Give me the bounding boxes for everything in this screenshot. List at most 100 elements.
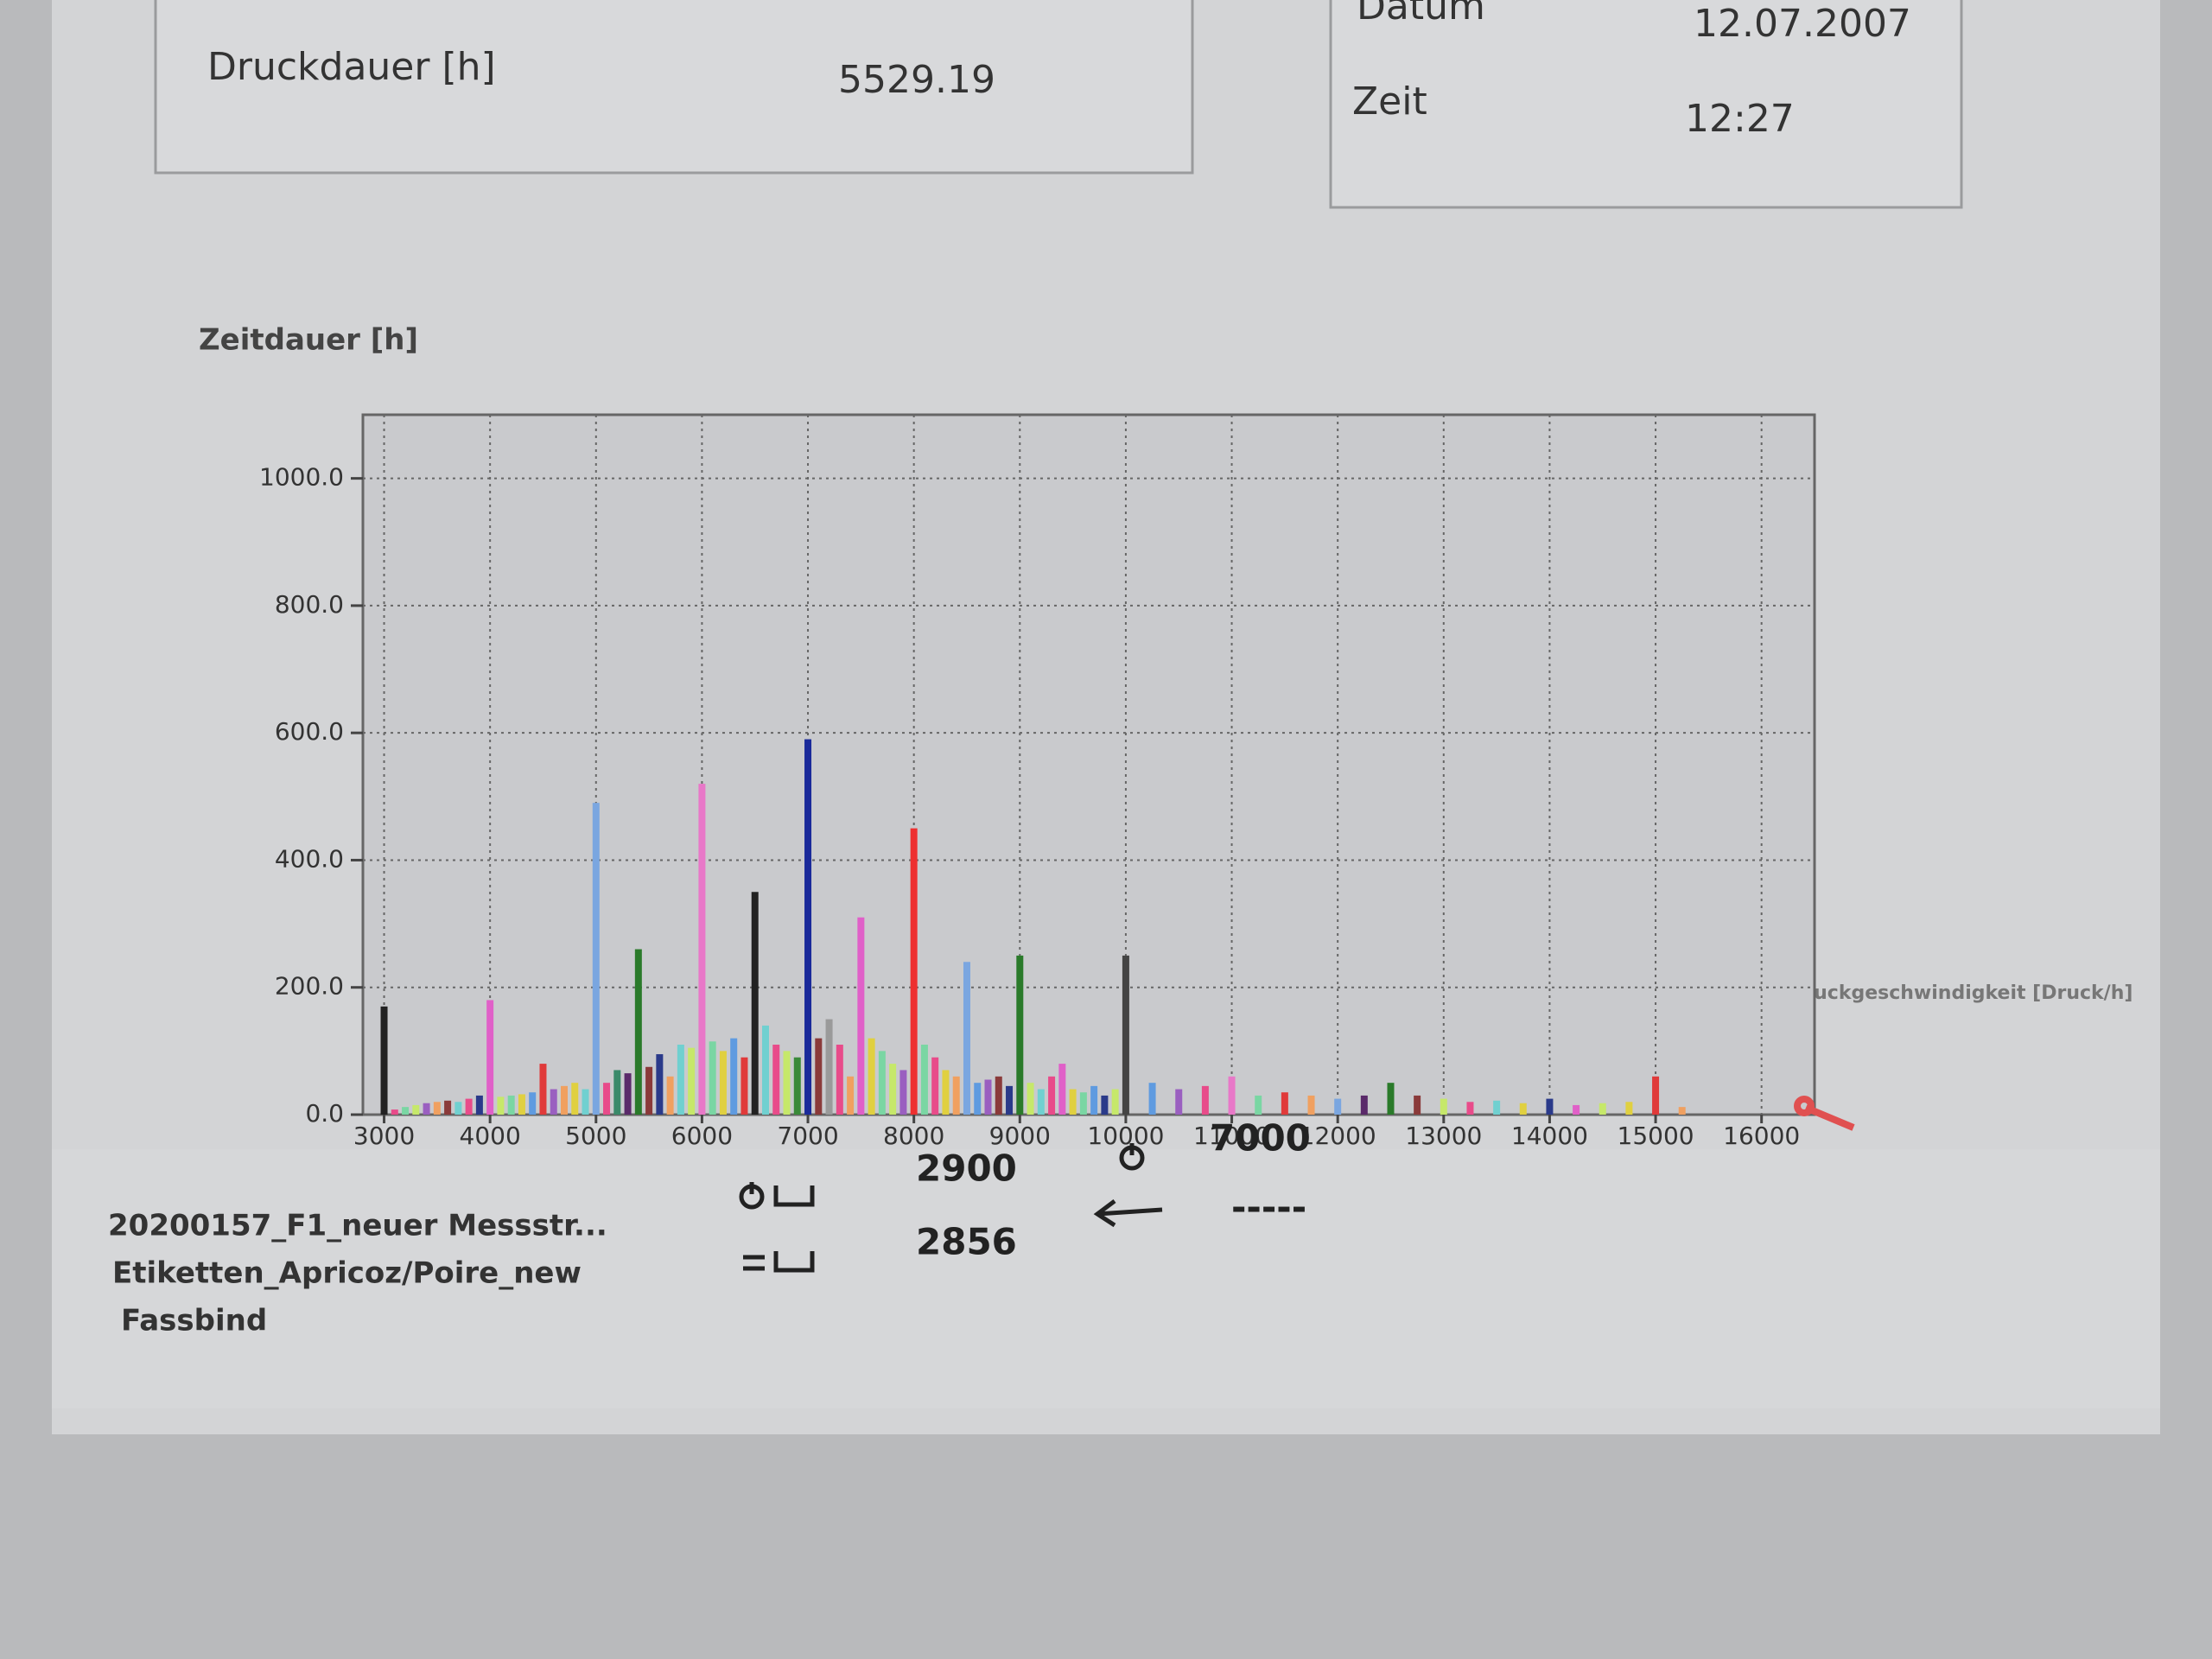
speed-value: 7000: [1210, 1117, 1311, 1160]
bar: [815, 1038, 823, 1115]
bar: [963, 962, 970, 1115]
bar: [1101, 1095, 1109, 1115]
icon-rate: [1093, 1199, 1163, 1228]
bar: [889, 1064, 897, 1115]
x-tick-label: 15000: [1618, 1122, 1694, 1150]
bar: [412, 1104, 420, 1115]
bar: [1440, 1098, 1447, 1115]
icon-counter-top: [739, 1182, 815, 1210]
bar: [550, 1089, 557, 1115]
bar: [1546, 1098, 1554, 1115]
bar: [910, 828, 918, 1115]
bar: [380, 1006, 388, 1115]
bar: [423, 1103, 430, 1115]
bar: [1122, 955, 1129, 1115]
y-tick-label: 0.0: [305, 1099, 344, 1128]
bar: [1599, 1103, 1606, 1115]
x-tick-label: 5000: [565, 1122, 626, 1150]
x-tick-label: 10000: [1087, 1122, 1164, 1150]
bar: [730, 1038, 738, 1115]
time-label: Zeit: [1352, 79, 1427, 124]
bar: [1111, 1089, 1119, 1115]
bar: [1016, 955, 1024, 1115]
bar: [688, 1047, 696, 1115]
bar: [391, 1109, 398, 1115]
x-tick-label: 12000: [1300, 1122, 1376, 1150]
bar: [518, 1094, 525, 1115]
bar: [1175, 1089, 1183, 1115]
bar: [454, 1102, 462, 1115]
x-tick-label: 3000: [353, 1122, 415, 1150]
time-value: 12:27: [1685, 97, 1795, 141]
bar: [984, 1079, 992, 1115]
rate-value: -----: [1231, 1186, 1306, 1229]
footer-bar: [52, 1149, 2160, 1408]
bar: [571, 1083, 579, 1115]
x-tick-label: 13000: [1405, 1122, 1482, 1150]
x-tick-label: 7000: [777, 1122, 838, 1150]
wrench-icon[interactable]: [1794, 1096, 1855, 1131]
bar: [847, 1076, 855, 1115]
icon-counter-bottom: [743, 1251, 815, 1273]
bar: [1228, 1076, 1236, 1115]
bar: [1281, 1092, 1288, 1115]
bar: [1069, 1089, 1077, 1115]
bar: [592, 803, 600, 1115]
x-tick-label: 9000: [989, 1122, 1051, 1150]
counter-bottom: 2856: [916, 1221, 1017, 1263]
bar: [1027, 1083, 1034, 1115]
date-label: Datum: [1357, 0, 1485, 29]
bar: [878, 1051, 886, 1115]
bar: [486, 1000, 494, 1115]
bar: [1201, 1085, 1209, 1115]
bar: [698, 784, 706, 1115]
bar: [942, 1070, 950, 1115]
bar: [497, 1096, 505, 1115]
bar: [1360, 1095, 1368, 1115]
x-tick-label: 6000: [671, 1122, 733, 1150]
bar: [995, 1076, 1002, 1115]
bar: [1625, 1102, 1633, 1115]
duration-value: 5529.19: [838, 58, 995, 102]
bar: [603, 1083, 611, 1115]
bar: [1519, 1103, 1527, 1115]
x-axis-title: Druckgeschwindigkeit [Druck/h]: [1789, 982, 2133, 1004]
bar: [529, 1092, 537, 1115]
x-tick-label: 8000: [883, 1122, 944, 1150]
bar: [666, 1076, 674, 1115]
job-line: Etiketten_Apricoz/Poire_new: [112, 1256, 582, 1291]
bar: [783, 1051, 791, 1115]
bar: [1466, 1102, 1474, 1115]
bar: [751, 892, 759, 1115]
bar: [1334, 1098, 1342, 1115]
bar: [645, 1066, 653, 1115]
bar: [952, 1076, 960, 1115]
bar: [656, 1054, 664, 1115]
bar: [741, 1057, 748, 1115]
bar: [825, 1019, 833, 1115]
bar: [836, 1045, 843, 1115]
y-tick-label: 200.0: [275, 972, 344, 1001]
y-tick-label: 1000.0: [259, 463, 344, 492]
bar: [804, 739, 812, 1115]
bar: [1573, 1104, 1580, 1115]
y-tick-label: 400.0: [275, 844, 344, 873]
bar: [1652, 1076, 1660, 1115]
job-line: 20200157_F1_neuer Messstr...: [108, 1209, 607, 1243]
bar: [539, 1064, 547, 1115]
x-tick-label: 11000: [1193, 1122, 1270, 1150]
bar: [634, 949, 642, 1115]
bar: [709, 1041, 716, 1115]
bar: [1048, 1076, 1056, 1115]
bar: [899, 1070, 907, 1115]
bar: [1148, 1083, 1156, 1115]
bar: [624, 1073, 632, 1115]
bar: [857, 917, 865, 1115]
bar: [920, 1045, 928, 1115]
bar: [1678, 1107, 1686, 1115]
bar: [465, 1098, 473, 1115]
x-tick-label: 14000: [1511, 1122, 1588, 1150]
bar: [433, 1102, 441, 1115]
y-tick-label: 600.0: [275, 717, 344, 746]
